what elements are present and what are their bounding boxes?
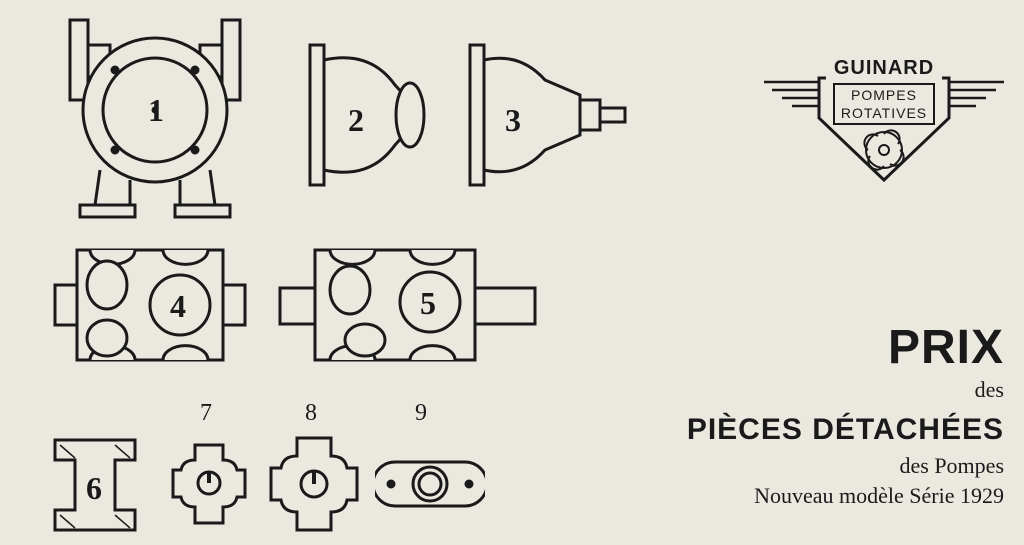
part-3-drawing bbox=[460, 30, 640, 200]
part-6: 6 bbox=[40, 430, 150, 540]
part-1-label: 1 bbox=[148, 92, 164, 129]
part-7-drawing bbox=[165, 435, 255, 535]
logo-icon: GUINARD POMPES ROTATIVES bbox=[764, 50, 1004, 210]
logo-line1: POMPES bbox=[851, 87, 917, 103]
part-6-label: 6 bbox=[86, 470, 102, 507]
title-line4: des Pompes bbox=[624, 453, 1004, 479]
title-line3: PIÈCES DÉTACHÉES bbox=[624, 413, 1004, 447]
page: 1 2 3 bbox=[0, 0, 1024, 545]
part-5-label: 5 bbox=[420, 285, 436, 322]
part-9 bbox=[375, 450, 485, 520]
part-9-drawing bbox=[375, 450, 485, 520]
title-block: PRIX des PIÈCES DÉTACHÉES des Pompes Nou… bbox=[624, 320, 1004, 509]
title-line2: des bbox=[624, 377, 1004, 403]
part-4-drawing bbox=[45, 230, 255, 380]
title-line5: Nouveau modèle Série 1929 bbox=[624, 483, 1004, 509]
part-7 bbox=[165, 435, 255, 535]
part-8-drawing bbox=[265, 430, 365, 540]
part-3-label: 3 bbox=[505, 102, 521, 139]
logo-line2: ROTATIVES bbox=[841, 105, 927, 121]
part-3: 3 bbox=[460, 30, 640, 200]
part-5-drawing bbox=[270, 230, 550, 380]
part-9-label: 9 bbox=[415, 400, 427, 427]
part-1: 1 bbox=[40, 10, 270, 220]
parts-diagram: 1 2 3 bbox=[20, 10, 660, 540]
part-5: 5 bbox=[270, 230, 550, 380]
title-line1: PRIX bbox=[624, 320, 1004, 375]
brand-logo: GUINARD POMPES ROTATIVES bbox=[764, 50, 1004, 210]
part-2: 2 bbox=[300, 30, 450, 200]
logo-brand-text: GUINARD bbox=[834, 57, 934, 79]
part-8 bbox=[265, 430, 365, 540]
part-8-label: 8 bbox=[305, 400, 317, 427]
part-2-drawing bbox=[300, 30, 450, 200]
part-7-label: 7 bbox=[200, 400, 212, 427]
part-4: 4 bbox=[45, 230, 255, 380]
part-2-label: 2 bbox=[348, 102, 364, 139]
part-4-label: 4 bbox=[170, 288, 186, 325]
